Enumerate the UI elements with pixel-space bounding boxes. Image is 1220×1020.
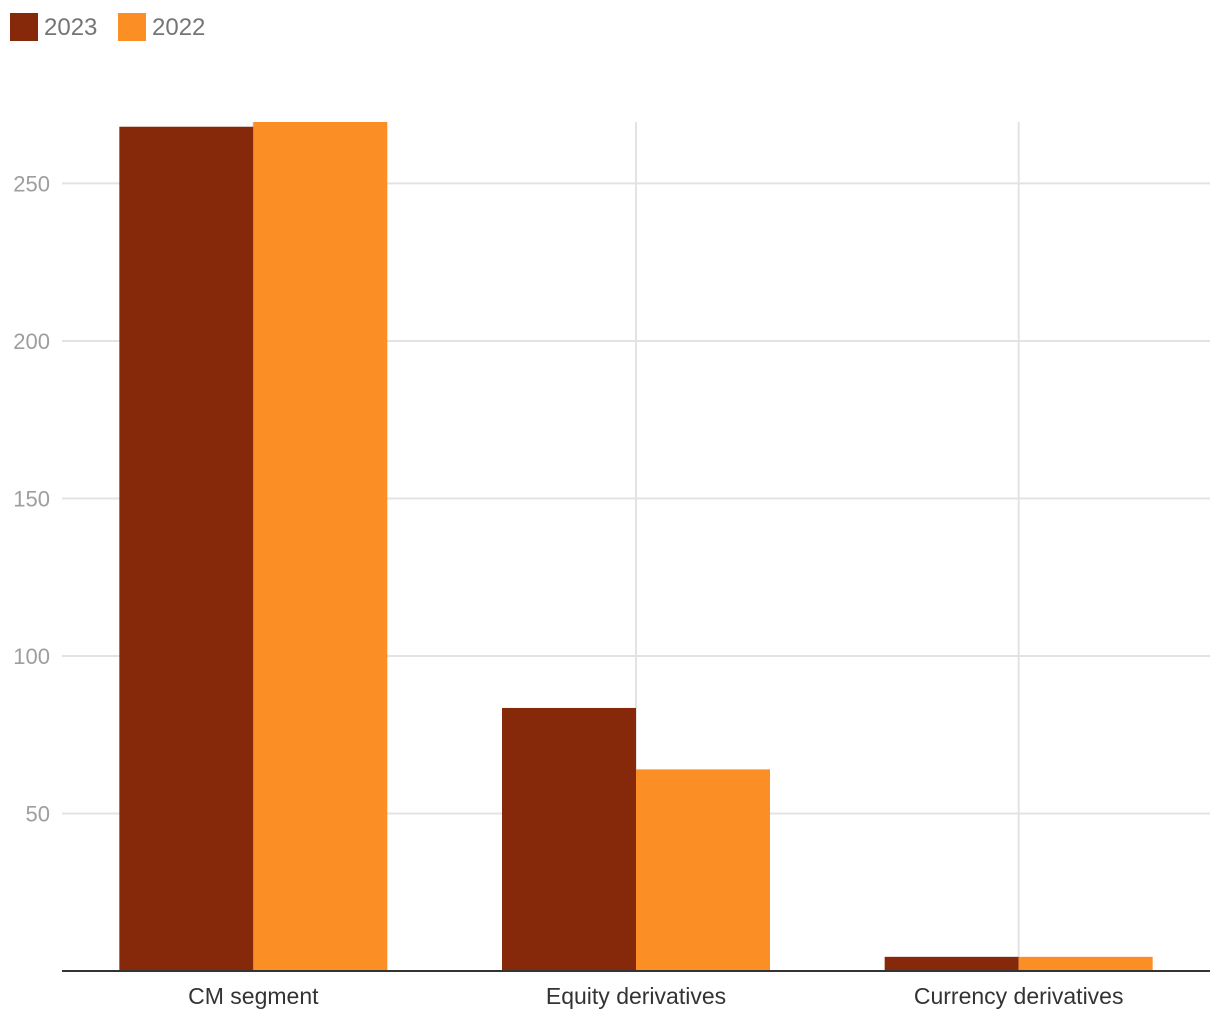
bar-2022-equity-derivatives xyxy=(636,769,770,971)
bar-2023-cm-segment xyxy=(119,126,254,972)
bar-2023-currency-derivatives xyxy=(884,956,1019,971)
bar-2022-currency-derivatives xyxy=(1018,956,1153,971)
legend-swatch-2022 xyxy=(118,13,146,41)
legend-label-2022: 2022 xyxy=(152,14,205,41)
x-axis-category-labels: CM segment Equity derivatives Currency der… xyxy=(188,983,1123,1009)
bar-2022-cm-segment xyxy=(253,122,388,971)
legend-swatch-2023 xyxy=(10,13,38,41)
x-category-label: Equity derivatives xyxy=(546,983,726,1009)
y-tick-label: 200 xyxy=(13,329,50,354)
y-tick-label: 50 xyxy=(26,801,50,826)
x-category-label: Currency derivatives xyxy=(914,983,1124,1009)
bars xyxy=(119,122,1153,972)
y-tick-label: 100 xyxy=(13,644,50,669)
legend-label-2023: 2023 xyxy=(44,14,97,41)
y-tick-label: 150 xyxy=(13,486,50,511)
bar-2023-equity-derivatives xyxy=(502,707,636,971)
y-axis-tick-labels: 50 100 150 200 250 xyxy=(13,171,50,826)
y-tick-label: 250 xyxy=(13,171,50,196)
x-category-label: CM segment xyxy=(188,983,319,1009)
legend: 2023 2022 xyxy=(10,13,205,41)
